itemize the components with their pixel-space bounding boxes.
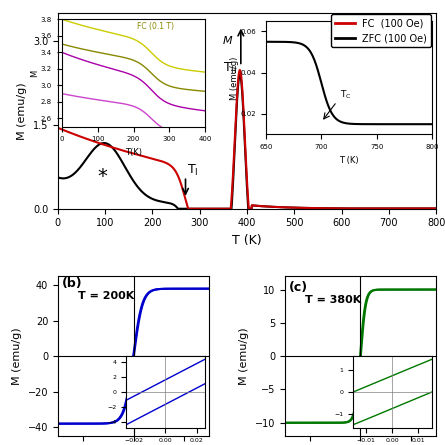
Legend: FC  (100 Oe), ZFC (100 Oe): FC (100 Oe), ZFC (100 Oe) — [332, 14, 431, 47]
ZFC (100 Oe) — [175, 206, 181, 211]
X-axis label: T (K): T (K) — [232, 234, 262, 247]
ZFC (100 Oe) — [55, 175, 61, 180]
FC  (100 Oe) — [316, 206, 322, 211]
Text: T$_\mathregular{I}$: T$_\mathregular{I}$ — [187, 163, 199, 178]
ZFC (100 Oe) — [409, 206, 415, 211]
Text: T$_\mathregular{II}$: T$_\mathregular{II}$ — [223, 61, 238, 76]
ZFC (100 Oe) — [249, 203, 255, 208]
FC  (100 Oe) — [227, 206, 232, 211]
Text: T = 200K: T = 200K — [78, 291, 134, 301]
FC  (100 Oe) — [62, 128, 68, 134]
ZFC (100 Oe) — [237, 72, 243, 77]
ZFC (100 Oe) — [227, 206, 232, 211]
FC  (100 Oe) — [55, 125, 61, 130]
Text: (c): (c) — [288, 281, 307, 294]
Line: ZFC (100 Oe): ZFC (100 Oe) — [58, 75, 436, 209]
FC  (100 Oe) — [186, 206, 191, 211]
ZFC (100 Oe) — [316, 206, 322, 211]
ZFC (100 Oe) — [123, 165, 128, 170]
FC  (100 Oe) — [249, 203, 255, 208]
Text: *: * — [98, 167, 108, 186]
Y-axis label: M (emu/g): M (emu/g) — [12, 328, 22, 385]
Y-axis label: M (emu/g): M (emu/g) — [17, 82, 27, 140]
Y-axis label: M (emu/g): M (emu/g) — [239, 328, 249, 385]
ZFC (100 Oe) — [433, 206, 439, 211]
Text: T = 380K: T = 380K — [305, 295, 361, 305]
FC  (100 Oe) — [433, 206, 439, 211]
FC  (100 Oe) — [409, 206, 415, 211]
ZFC (100 Oe) — [62, 176, 68, 181]
FC  (100 Oe) — [123, 149, 128, 154]
Text: M: M — [222, 36, 232, 46]
Text: (b): (b) — [62, 277, 82, 290]
Line: FC  (100 Oe): FC (100 Oe) — [58, 70, 436, 209]
FC  (100 Oe) — [237, 67, 243, 73]
